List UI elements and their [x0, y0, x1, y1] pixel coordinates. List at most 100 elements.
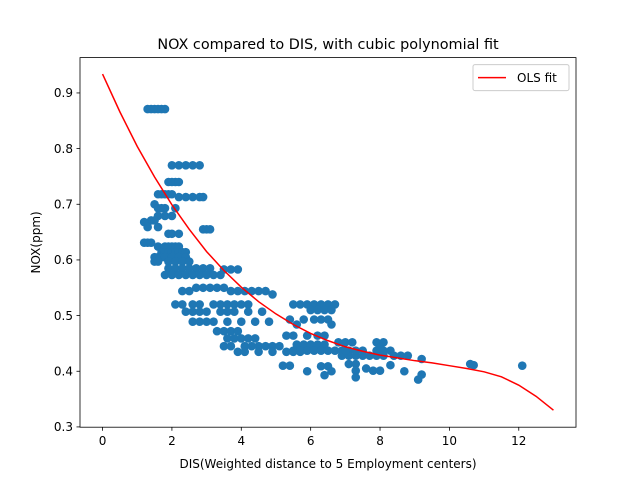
y-tick-label: 0.8 [54, 142, 73, 156]
data-point [375, 366, 385, 376]
data-point [223, 317, 232, 327]
x-tick-label: 8 [376, 434, 384, 448]
data-point [243, 307, 253, 317]
data-point [198, 263, 208, 273]
y-tick-label: 0.7 [54, 198, 73, 212]
data-point [202, 270, 211, 280]
data-point [309, 315, 319, 324]
data-point [240, 347, 250, 357]
data-point [167, 189, 177, 199]
data-point [188, 300, 198, 309]
data-point [195, 270, 204, 280]
x-tick-label: 4 [237, 434, 245, 448]
data-point [216, 270, 225, 280]
data-point [250, 317, 260, 327]
data-point [236, 317, 246, 327]
x-tick-label: 0 [99, 434, 107, 448]
y-tick-label: 0.6 [54, 253, 73, 267]
data-point [178, 286, 187, 296]
data-point [143, 222, 152, 232]
y-axis-label: NOX(ppm) [29, 211, 43, 273]
data-point [233, 286, 243, 296]
data-point [230, 307, 239, 317]
data-point [289, 300, 298, 309]
data-point [236, 300, 246, 309]
x-tick-label: 2 [168, 434, 176, 448]
data-point [243, 334, 253, 343]
data-point [160, 104, 170, 114]
data-point [223, 300, 232, 309]
data-point [188, 192, 198, 202]
data-point [226, 326, 236, 336]
data-point [160, 203, 170, 213]
data-point [320, 305, 329, 315]
data-point [278, 361, 288, 370]
data-point [375, 343, 385, 353]
data-point [188, 317, 198, 327]
data-point [230, 300, 239, 309]
data-point [184, 263, 194, 273]
data-point [243, 300, 253, 309]
y-tick-label: 0.3 [54, 420, 73, 434]
data-point [167, 270, 177, 280]
data-point [167, 211, 177, 221]
legend-box [472, 64, 570, 92]
ols-fit-line [101, 73, 554, 411]
data-point [299, 315, 309, 324]
data-point [316, 315, 326, 324]
data-point [327, 366, 336, 376]
data-point [184, 257, 194, 266]
y-axis: 0.3 0.4 0.5 0.6 0.7 0.8 0.9 [54, 86, 80, 434]
data-point [341, 338, 350, 347]
data-point [289, 346, 298, 355]
data-point [202, 307, 211, 317]
data-point [316, 361, 326, 371]
data-point [219, 283, 229, 293]
data-point [164, 263, 173, 273]
data-point [341, 346, 350, 355]
data-point [181, 307, 191, 317]
data-point [174, 229, 184, 239]
data-point [282, 331, 291, 340]
data-point [181, 270, 191, 280]
data-point [361, 364, 371, 373]
y-tick-label: 0.4 [54, 365, 73, 379]
data-point [264, 317, 274, 327]
data-point [191, 263, 201, 273]
data-point [316, 346, 326, 355]
data-point [285, 361, 295, 370]
data-point [167, 229, 177, 239]
data-point [146, 238, 156, 247]
data-point [295, 346, 305, 355]
data-point [302, 366, 312, 376]
data-point [233, 347, 243, 357]
data-point [205, 225, 215, 234]
data-point [191, 283, 201, 293]
data-point [178, 300, 187, 309]
data-point [205, 283, 215, 293]
data-point [289, 331, 298, 340]
data-point [351, 359, 361, 369]
data-point [226, 341, 236, 351]
chart-title: NOX compared to DIS, with cubic polynomi… [157, 37, 499, 53]
data-point [327, 320, 336, 329]
data-point [257, 307, 267, 317]
data-point [282, 347, 291, 357]
data-point [247, 341, 256, 351]
data-point [226, 265, 236, 274]
data-point [320, 370, 329, 380]
data-point [327, 305, 336, 315]
data-point [306, 305, 315, 315]
data-point [188, 270, 198, 280]
data-point [309, 346, 319, 355]
data-point [205, 263, 215, 273]
data-point [212, 283, 222, 293]
data-point [150, 216, 159, 225]
plot-area [101, 73, 554, 411]
data-point [198, 192, 208, 202]
data-point [351, 373, 361, 382]
data-point [160, 211, 170, 221]
data-point [302, 346, 312, 355]
data-point [236, 334, 246, 343]
